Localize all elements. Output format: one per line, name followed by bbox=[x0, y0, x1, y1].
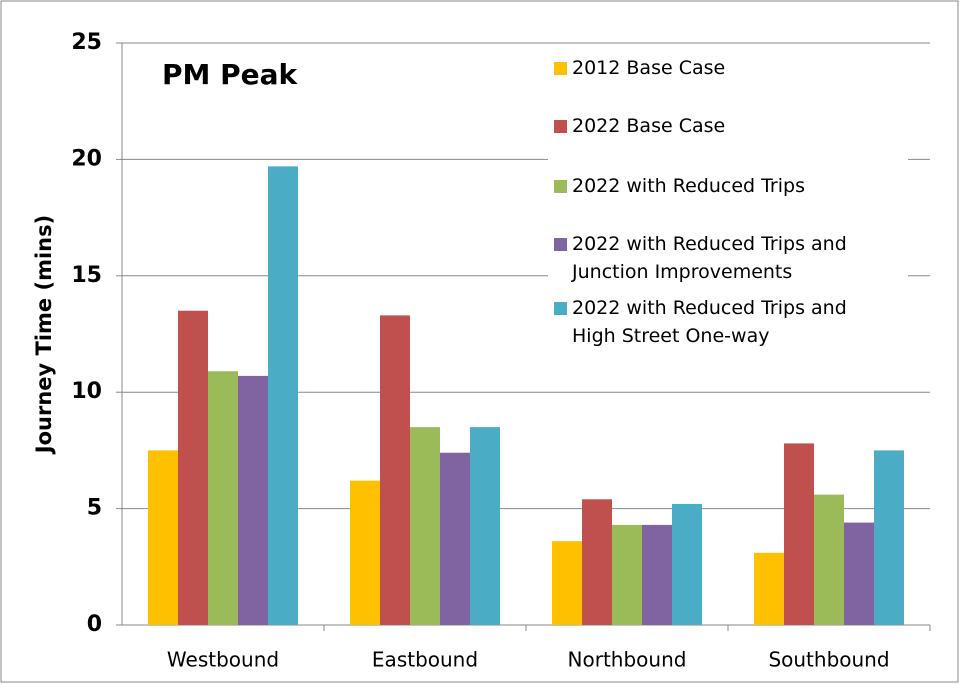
bar bbox=[208, 371, 238, 625]
bar bbox=[470, 427, 500, 625]
legend-item: 2022 Base Case bbox=[554, 112, 902, 140]
bar bbox=[814, 494, 844, 625]
legend: 2012 Base Case 2022 Base Case 2022 with Re… bbox=[548, 44, 908, 356]
x-tick-label: Eastbound bbox=[372, 648, 478, 672]
bar bbox=[874, 450, 904, 625]
y-tick-label: 20 bbox=[71, 146, 102, 171]
y-tick-label: 5 bbox=[87, 496, 102, 521]
x-tick-label: Northbound bbox=[568, 648, 687, 672]
bar bbox=[844, 522, 874, 625]
bar bbox=[552, 541, 582, 625]
y-axis-label: Journey Time (mins) bbox=[32, 215, 56, 455]
bar bbox=[672, 503, 702, 625]
bar bbox=[350, 480, 380, 625]
legend-item: 2012 Base Case bbox=[554, 54, 902, 82]
bar bbox=[754, 552, 784, 625]
bar bbox=[268, 166, 298, 625]
bar bbox=[178, 310, 208, 625]
legend-item: 2022 with Reduced Trips and Junction Imp… bbox=[554, 230, 872, 286]
bar bbox=[784, 443, 814, 625]
y-tick-label: 25 bbox=[71, 30, 102, 55]
bar bbox=[148, 450, 178, 625]
legend-swatch bbox=[554, 120, 567, 133]
x-tick-label: Southbound bbox=[768, 648, 889, 672]
legend-swatch bbox=[554, 238, 567, 251]
bar bbox=[612, 524, 642, 625]
legend-label: 2022 with Reduced Trips and High Street … bbox=[572, 297, 847, 347]
y-tick-label: 15 bbox=[71, 263, 102, 288]
legend-swatch bbox=[554, 302, 567, 315]
bar bbox=[238, 375, 268, 625]
y-tick-label: 0 bbox=[87, 612, 102, 637]
bar bbox=[642, 524, 672, 625]
y-tick-label: 10 bbox=[71, 379, 102, 404]
bar bbox=[410, 427, 440, 625]
legend-swatch bbox=[554, 180, 567, 193]
bar bbox=[582, 499, 612, 625]
bar bbox=[380, 315, 410, 625]
legend-swatch bbox=[554, 62, 567, 75]
bar bbox=[440, 452, 470, 625]
legend-item: 2022 with Reduced Trips bbox=[554, 172, 902, 200]
legend-item: 2022 with Reduced Trips and High Street … bbox=[554, 294, 872, 350]
x-tick-label: Westbound bbox=[167, 648, 279, 672]
chart-title: PM Peak bbox=[162, 58, 299, 91]
legend-label: 2022 with Reduced Trips and Junction Imp… bbox=[572, 233, 847, 283]
legend-label: 2012 Base Case bbox=[572, 57, 726, 79]
legend-label: 2022 with Reduced Trips bbox=[572, 175, 805, 197]
legend-label: 2022 Base Case bbox=[572, 115, 726, 137]
